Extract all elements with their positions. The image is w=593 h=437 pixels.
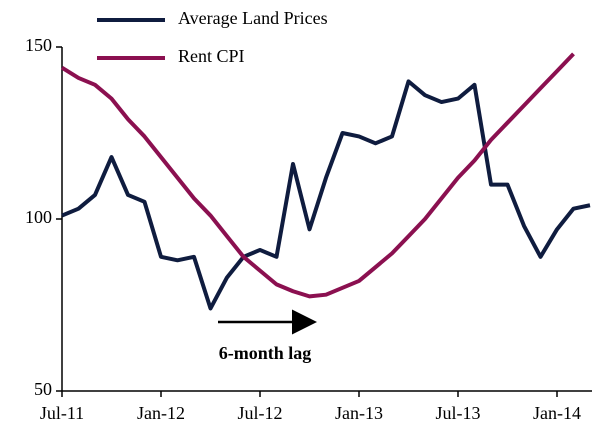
legend-label: Rent CPI	[178, 46, 245, 66]
annotation: 6-month lag	[219, 343, 312, 363]
legend-label: Average Land Prices	[178, 8, 328, 28]
y-tick-label: 150	[25, 35, 52, 55]
y-tick-label: 100	[25, 207, 52, 227]
x-tick-label: Jul-11	[40, 403, 84, 423]
series-line	[61, 79, 591, 311]
x-tick-label: Jan-14	[533, 403, 581, 423]
x-tick-label: Jan-12	[137, 403, 185, 423]
x-tick-label: Jan-13	[335, 403, 383, 423]
series-line	[60, 52, 575, 299]
x-tick-label: Jul-12	[238, 403, 283, 423]
x-tick-label: Jul-13	[436, 403, 481, 423]
y-tick-label: 50	[34, 379, 52, 399]
